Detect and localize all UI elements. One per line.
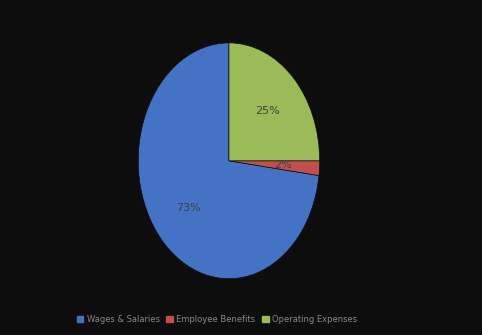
Legend: Wages & Salaries, Employee Benefits, Operating Expenses: Wages & Salaries, Employee Benefits, Ope… — [73, 312, 361, 328]
Wedge shape — [229, 161, 320, 176]
Text: 73%: 73% — [176, 203, 201, 213]
Wedge shape — [229, 43, 320, 161]
Text: 25%: 25% — [255, 106, 280, 116]
Text: 2%: 2% — [274, 160, 292, 170]
Wedge shape — [138, 43, 319, 279]
